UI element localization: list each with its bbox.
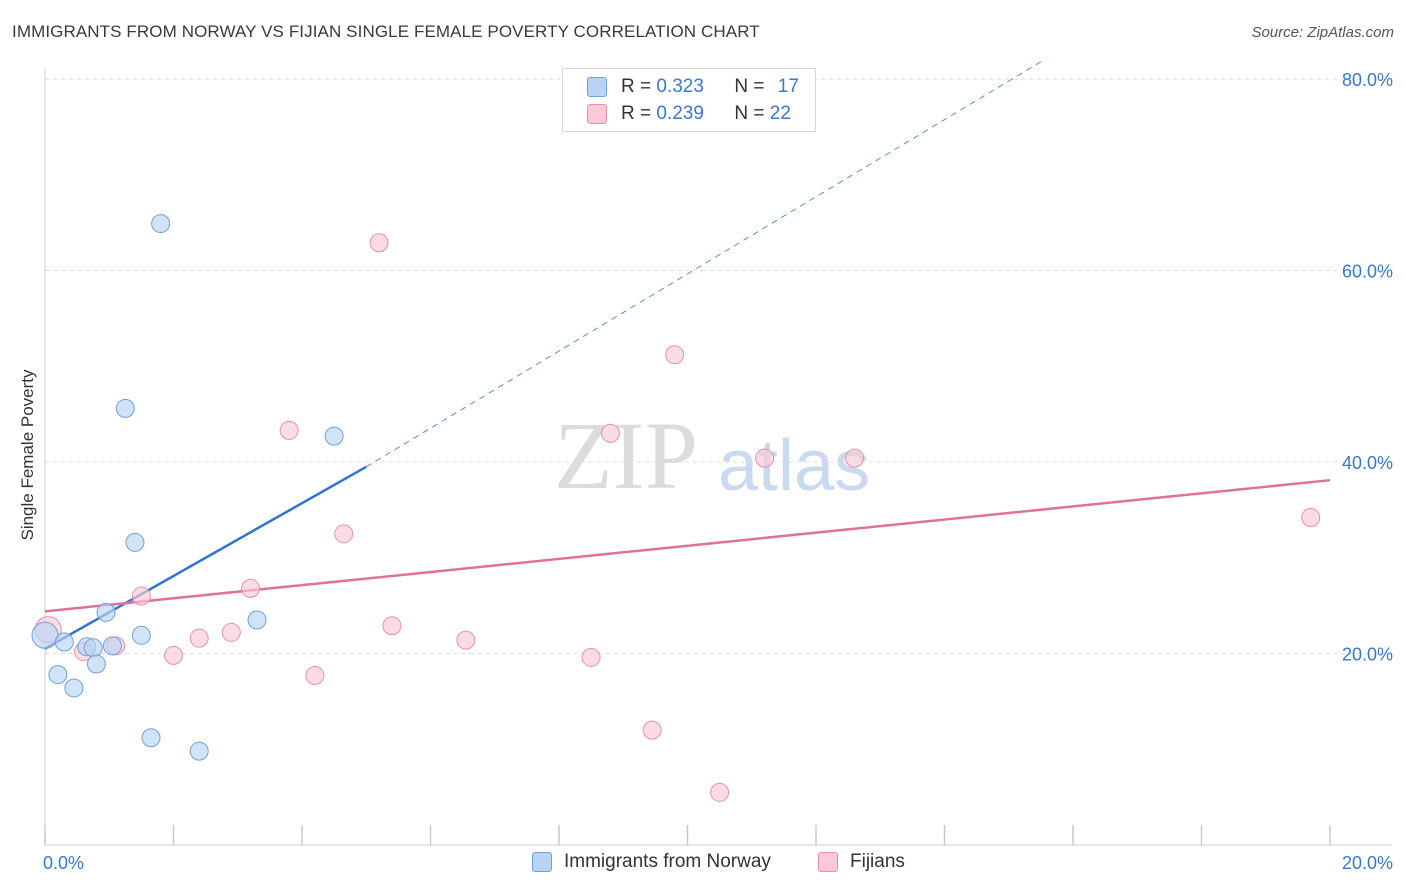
- norway-swatch-icon: [532, 852, 552, 872]
- legend-row-norway: R = 0.323 N = 17: [587, 75, 799, 99]
- y-tick-label: 60.0%: [1342, 262, 1393, 282]
- data-point-fijians: [581, 647, 601, 667]
- data-point-norway: [324, 426, 344, 446]
- data-point-fijians: [334, 524, 354, 544]
- data-point-fijians: [241, 578, 261, 598]
- data-point-fijians: [189, 628, 209, 648]
- data-point-norway: [48, 665, 68, 685]
- data-point-fijians: [600, 423, 620, 443]
- norway-swatch-icon: [587, 77, 607, 97]
- data-point-fijians: [382, 616, 402, 636]
- data-point-norway: [64, 678, 84, 698]
- data-point-fijians: [1301, 508, 1321, 528]
- data-point-fijians: [710, 782, 730, 802]
- data-point-fijians: [845, 448, 865, 468]
- trend-line-norway: [44, 465, 367, 650]
- source-label: Source: ZipAtlas.com: [1251, 24, 1394, 41]
- legend-label-norway: Immigrants from Norway: [564, 851, 771, 872]
- data-point-norway: [96, 602, 116, 622]
- data-point-fijians: [164, 645, 183, 665]
- data-point-norway: [115, 398, 135, 418]
- data-point-norway: [54, 632, 74, 652]
- legend-item-norway: Immigrants from Norway: [532, 851, 771, 873]
- legend-label-fijians: Fijians: [850, 851, 905, 872]
- data-point-norway: [125, 532, 145, 552]
- data-point-fijians: [131, 586, 151, 606]
- data-point-norway: [86, 654, 106, 674]
- watermark-atlas: atlas: [718, 426, 870, 506]
- watermark: ZIP atlas: [554, 402, 870, 509]
- watermark-zip: ZIP: [554, 402, 698, 509]
- data-point-norway: [151, 214, 171, 234]
- n-value-fijians: 22: [769, 103, 791, 124]
- r-label: R =: [621, 76, 657, 97]
- data-point-fijians: [665, 345, 685, 365]
- legend-row-fijians: R = 0.239 N = 22: [587, 102, 791, 126]
- y-tick-label: 40.0%: [1342, 453, 1393, 473]
- data-point-norway: [141, 728, 161, 748]
- data-point-norway: [247, 610, 267, 630]
- n-label: N =: [734, 76, 770, 97]
- n-value-norway: 17: [777, 76, 799, 97]
- data-point-fijians: [305, 666, 325, 686]
- data-point-norway: [102, 636, 122, 656]
- legend-item-fijians: Fijians: [818, 851, 905, 873]
- fijians-swatch-icon: [587, 104, 607, 124]
- y-tick-label: 80.0%: [1342, 70, 1393, 90]
- r-value-fijians: 0.239: [656, 103, 704, 124]
- r-label: R =: [621, 103, 657, 124]
- chart-title: IMMIGRANTS FROM NORWAY VS FIJIAN SINGLE …: [12, 22, 760, 41]
- r-value-norway: 0.323: [656, 76, 704, 97]
- n-label: N =: [734, 103, 770, 124]
- data-point-fijians: [369, 233, 389, 253]
- data-point-fijians: [456, 630, 476, 650]
- data-point-norway: [131, 625, 151, 645]
- correlation-legend: R = 0.323 N = 17 R = 0.239 N = 22: [562, 68, 816, 132]
- data-point-fijians: [279, 420, 299, 440]
- x-tick-label: 0.0%: [43, 853, 84, 873]
- data-point-fijians: [755, 448, 775, 468]
- data-point-fijians: [221, 622, 241, 642]
- y-tick-label: 20.0%: [1342, 645, 1393, 665]
- x-tick-label: 20.0%: [1342, 853, 1393, 873]
- data-point-fijians: [642, 720, 662, 740]
- data-point-norway: [31, 621, 59, 649]
- data-point-norway: [83, 638, 103, 658]
- fijians-swatch-icon: [818, 852, 838, 872]
- data-point-norway: [189, 741, 209, 761]
